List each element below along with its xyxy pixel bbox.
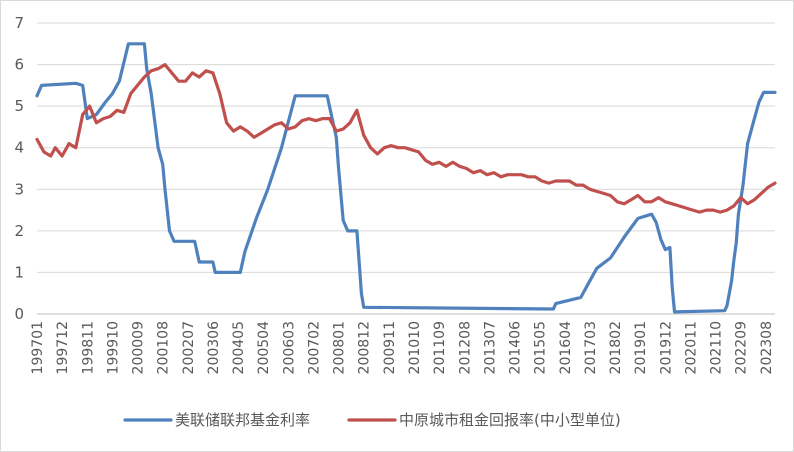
legend-label-1: 美联储联邦基金利率 (175, 411, 310, 429)
x-tick-label: 201307 (482, 321, 498, 374)
x-tick-label: 201703 (583, 321, 599, 374)
x-tick-label: 200504 (256, 321, 272, 375)
y-axis-ticks: 0 1 2 3 4 5 6 7 (14, 14, 24, 323)
x-tick-label: 201010 (407, 321, 423, 374)
x-tick-label: 202011 (683, 321, 699, 374)
x-tick-label: 199712 (55, 321, 71, 374)
x-tick-label: 199910 (105, 321, 121, 374)
x-tick-label: 200603 (281, 321, 297, 374)
x-tick-label: 202308 (759, 321, 775, 374)
x-tick-label: 201208 (457, 321, 473, 374)
series-line-1 (35, 42, 777, 314)
y-tick-label: 3 (14, 180, 24, 198)
legend-label-2: 中原城市租金回报率(中小型单位) (399, 411, 621, 429)
x-tick-label: 200108 (156, 321, 172, 374)
x-tick-label: 200009 (131, 321, 147, 374)
x-tick-label: 201912 (658, 321, 674, 374)
grid-lines (37, 22, 775, 273)
x-tick-label: 199811 (80, 321, 96, 374)
x-tick-label: 202110 (709, 321, 725, 374)
x-axis-ticks: 199701 199712 199811 199910 200009 200108 2002… (30, 321, 775, 375)
legend: 美联储联邦基金利率 中原城市租金回报率(中小型单位) (123, 411, 621, 429)
x-tick-label: 202209 (734, 321, 750, 374)
x-tick-label: 200801 (332, 321, 348, 374)
x-tick-label: 200405 (231, 321, 247, 374)
x-tick-label: 201109 (432, 321, 448, 374)
y-tick-label: 4 (14, 139, 24, 157)
x-tick-label: 201406 (508, 321, 524, 375)
x-tick-label: 200207 (181, 321, 197, 374)
x-tick-label: 200911 (382, 321, 398, 374)
y-tick-label: 2 (14, 222, 24, 240)
y-tick-label: 6 (14, 56, 24, 74)
series-line-2 (35, 62, 777, 214)
x-tick-label: 200306 (206, 321, 222, 375)
y-tick-label: 0 (14, 305, 24, 323)
y-tick-label: 5 (14, 97, 24, 115)
y-tick-label: 7 (14, 14, 24, 32)
series-lines (35, 42, 777, 314)
x-tick-label: 200702 (306, 321, 322, 374)
x-tick-label: 201802 (608, 321, 624, 374)
x-tick-label: 201604 (558, 321, 574, 375)
x-tick-label: 200812 (357, 321, 373, 374)
x-tick-label: 199701 (30, 321, 46, 374)
y-tick-label: 1 (14, 263, 24, 281)
x-tick-label: 201901 (633, 321, 649, 374)
x-tick-label: 201505 (533, 321, 549, 374)
